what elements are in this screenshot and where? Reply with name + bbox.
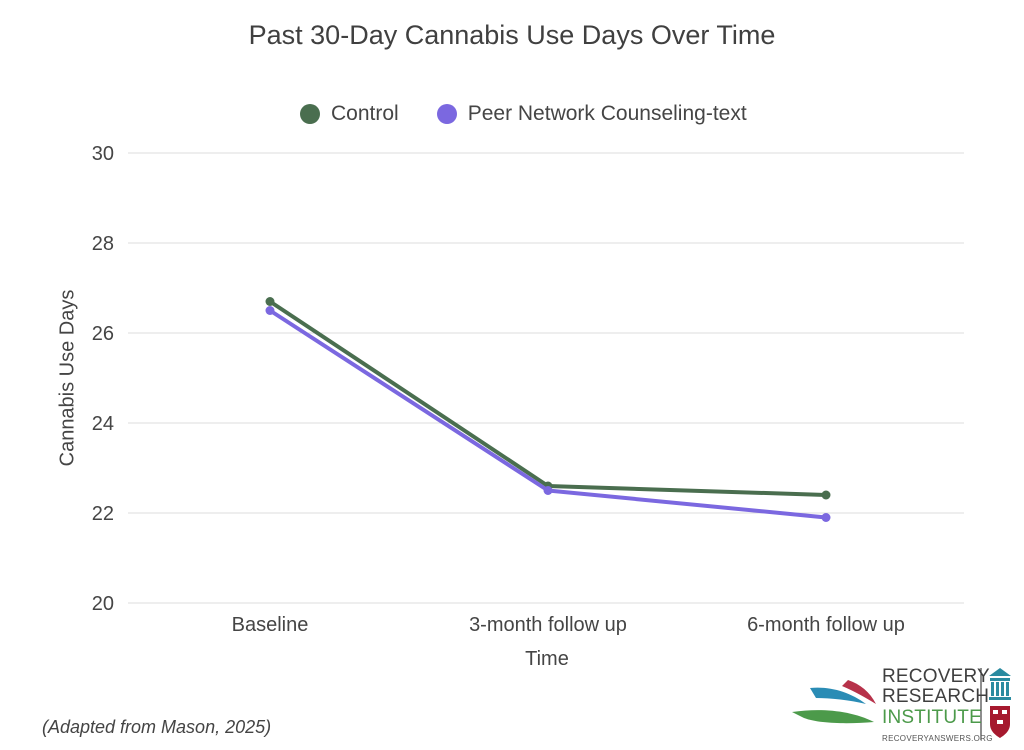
y-tick-label: 22: [92, 503, 114, 525]
legend-swatch-control: [300, 104, 320, 124]
x-axis-label: Time: [525, 648, 569, 670]
logo-text-institute: INSTITUTE: [882, 707, 982, 728]
chart-legend: Control Peer Network Counseling-text: [300, 100, 785, 128]
legend-item-control: Control: [300, 102, 399, 126]
data-point-control: [821, 490, 831, 500]
legend-label-control: Control: [331, 102, 399, 125]
x-tick-label: 6-month follow up: [747, 614, 905, 636]
x-tick-label: Baseline: [232, 614, 309, 636]
data-point-peer-network: [265, 306, 275, 315]
data-point-control: [265, 297, 275, 306]
legend-label-peer-network: Peer Network Counseling-text: [467, 102, 747, 125]
chart-title: Past 30-Day Cannabis Use Days Over Time: [248, 20, 776, 50]
data-point-peer-network: [543, 486, 553, 495]
y-tick-label: 28: [92, 233, 114, 255]
source-note: (Adapted from Mason, 2025): [42, 717, 272, 737]
y-tick-label: 30: [92, 143, 114, 165]
x-tick-label: 3-month follow up: [469, 614, 627, 636]
logo-url: RECOVERYANSWERS.ORG: [882, 734, 993, 743]
y-tick-label: 24: [92, 413, 114, 435]
y-tick-label: 20: [92, 593, 114, 615]
data-point-peer-network: [821, 513, 831, 522]
y-tick-label: 26: [92, 323, 114, 345]
legend-item-peer-network: Peer Network Counseling-text: [436, 102, 747, 126]
recovery-research-institute-logo: RECOVERY RESEARCH INSTITUTE RECOVERYANSW…: [790, 662, 1020, 746]
logo-graphic: [792, 668, 1011, 740]
logo-text-research: RESEARCH: [882, 686, 990, 707]
y-axis-label: Cannabis Use Days: [56, 289, 79, 467]
series-line-control: [268, 299, 828, 497]
legend-swatch-peer-network: [436, 104, 457, 124]
logo-text-recovery: RECOVERY: [882, 666, 990, 687]
